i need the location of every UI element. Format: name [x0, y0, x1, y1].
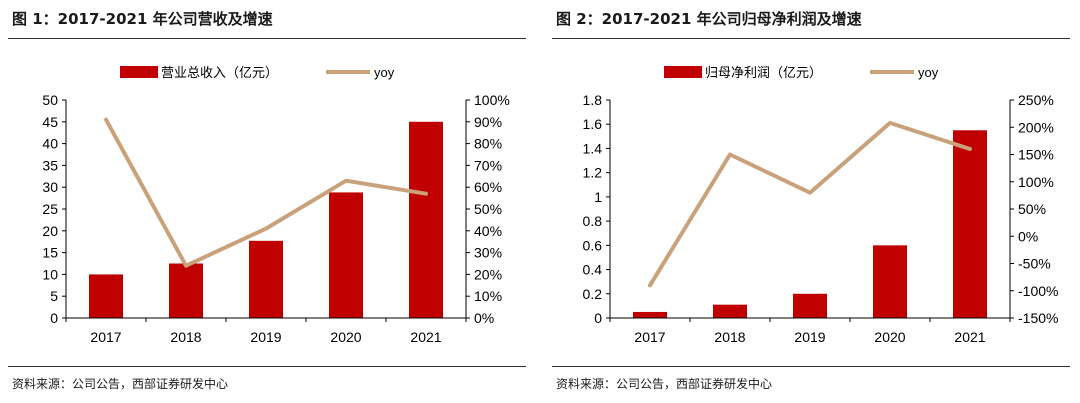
- y-right-tick-label: 250%: [1018, 92, 1054, 108]
- y-left-tick-label: 45: [42, 114, 58, 130]
- bar: [169, 263, 203, 318]
- y-left-tick-label: 0.4: [583, 262, 603, 278]
- y-left-tick-label: 20: [42, 223, 58, 239]
- x-tick-label: 2017: [90, 329, 121, 345]
- y-right-tick-label: 0%: [474, 310, 494, 326]
- x-tick-label: 2018: [170, 329, 201, 345]
- y-left-tick-label: 40: [42, 136, 58, 152]
- yoy-line: [648, 120, 972, 288]
- figure-2-top-rule: [552, 38, 1070, 39]
- figure-1-title: 图 1：2017-2021 年公司营收及增速: [12, 10, 273, 28]
- figure-2-source: 资料来源：公司公告，西部证券研发中心: [556, 377, 773, 391]
- x-tick-label: 2017: [634, 329, 665, 345]
- x-tick-label: 2019: [794, 329, 825, 345]
- y-left-tick-label: 25: [42, 201, 58, 217]
- figure-2-panel: 图 2：2017-2021 年公司归母净利润及增速 归母净利润（亿元） yoy 0 0…: [552, 0, 1072, 403]
- legend-line-label: yoy: [918, 65, 939, 80]
- legend-bar-label: 营业总收入（亿元）: [161, 65, 278, 80]
- y-left-tick-label: 50: [42, 92, 58, 108]
- y-right-tick-label: 0%: [1018, 228, 1038, 244]
- y-left-tick-label: 0: [50, 310, 58, 326]
- y-right-tick-label: -100%: [1018, 283, 1058, 299]
- bar: [633, 311, 667, 318]
- x-tick-label: 2021: [954, 329, 985, 345]
- bar: [249, 240, 283, 318]
- figure-1-source: 资料来源：公司公告，西部证券研发中心: [12, 377, 229, 391]
- yoy-line: [104, 117, 428, 268]
- y-right-tick-label: 50%: [1018, 201, 1046, 217]
- y-left-tick-label: 35: [42, 157, 58, 173]
- y-right-tick-label: -150%: [1018, 310, 1058, 326]
- figure-1-top-rule: [8, 38, 526, 39]
- y-right-tick-label: 80%: [474, 136, 502, 152]
- y-left-tick-label: 0.8: [583, 213, 603, 229]
- y-left-tick-label: 1.8: [583, 92, 603, 108]
- figure-1-bottom-rule: [8, 366, 526, 367]
- y-right-tick-label: 90%: [474, 114, 502, 130]
- x-tick-label: 2018: [714, 329, 745, 345]
- y-right-tick-label: -50%: [1018, 256, 1051, 272]
- bar: [953, 130, 987, 318]
- bar: [793, 293, 827, 318]
- y-right-tick-label: 60%: [474, 179, 502, 195]
- legend: 归母净利润（亿元） yoy: [664, 65, 939, 80]
- y-right-tick-label: 100%: [1018, 174, 1054, 190]
- y-right-tick-label: 150%: [1018, 147, 1054, 163]
- y-left-tick-label: 30: [42, 179, 58, 195]
- y-left-tick-label: 0.6: [583, 237, 603, 253]
- y-left-tick-label: 1.4: [583, 140, 603, 156]
- y-right-tick-label: 70%: [474, 157, 502, 173]
- legend-line-label: yoy: [374, 65, 395, 80]
- y-right-tick-label: 100%: [474, 92, 510, 108]
- y-left-tick-label: 10: [42, 266, 58, 282]
- x-tick-label: 2020: [874, 329, 905, 345]
- y-right-tick-label: 20%: [474, 266, 502, 282]
- y-right-tick-label: 200%: [1018, 119, 1054, 135]
- bar: [329, 192, 363, 318]
- y-left-tick-label: 0: [594, 310, 602, 326]
- x-tick-label: 2021: [410, 329, 441, 345]
- bar: [409, 121, 443, 318]
- legend-bar-swatch: [664, 66, 702, 78]
- y-left-tick-label: 0.2: [583, 286, 603, 302]
- figure-1-panel: 图 1：2017-2021 年公司营收及增速 营业总收入（亿元） yoy 0 5 10 1…: [8, 0, 528, 403]
- y-left-tick-label: 5: [50, 288, 58, 304]
- y-right-tick-label: 40%: [474, 223, 502, 239]
- y-right-tick-label: 10%: [474, 288, 502, 304]
- x-tick-label: 2019: [250, 329, 281, 345]
- x-tick-label: 2020: [330, 329, 361, 345]
- y-left-tick-label: 1.2: [583, 165, 603, 181]
- figure-2-chart: 归母净利润（亿元） yoy 0 0.2 0.4 0.6 0.8 1 1.2 1.4 1.6 1.8 -1…: [583, 65, 1059, 345]
- y-right-tick-label: 30%: [474, 245, 502, 261]
- figure-2-bottom-rule: [552, 366, 1070, 367]
- y-left-tick-label: 1: [594, 189, 602, 205]
- y-right-tick-label: 50%: [474, 201, 502, 217]
- y-left-tick-label: 15: [42, 245, 58, 261]
- legend-bar-label: 归母净利润（亿元）: [705, 65, 822, 80]
- figure-1-chart: 营业总收入（亿元） yoy 0 5 10 15 20 25 30 35 40 45 50 0% 10% 20%…: [42, 65, 510, 345]
- bar: [873, 245, 907, 318]
- bar: [89, 274, 123, 318]
- figure-2-title: 图 2：2017-2021 年公司归母净利润及增速: [556, 10, 862, 28]
- legend-bar-swatch: [120, 66, 158, 78]
- bar: [713, 304, 747, 318]
- legend: 营业总收入（亿元） yoy: [120, 65, 395, 80]
- y-left-tick-label: 1.6: [583, 116, 603, 132]
